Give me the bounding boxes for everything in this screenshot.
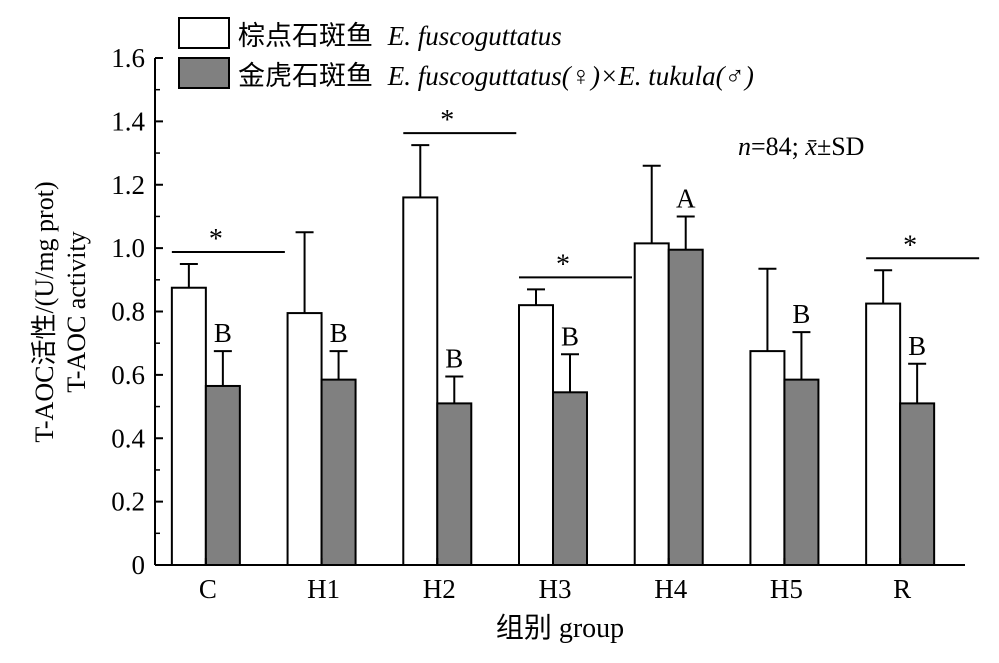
y-axis-title-line2: T-AOC activity bbox=[62, 231, 91, 393]
y-tick-label: 1.2 bbox=[111, 170, 145, 200]
x-ticks: C H1 H2 H3 H4 H5 R bbox=[199, 558, 911, 604]
y-tick-label: 0.8 bbox=[111, 297, 145, 327]
group-letter: B bbox=[561, 321, 579, 351]
y-tick-label: 0 bbox=[132, 550, 146, 580]
y-ticks: 0 0.2 0.4 0.6 0.8 1.0 1.2 1.4 1.6 bbox=[111, 43, 163, 580]
sample-n-label: n bbox=[738, 132, 751, 161]
x-tick-label: H1 bbox=[307, 574, 340, 604]
y-tick-label: 0.6 bbox=[111, 360, 145, 390]
bar-series-2 bbox=[552, 391, 588, 566]
sample-annotation: n=84; x̄±SD bbox=[738, 132, 864, 161]
y-tick-label: 1.6 bbox=[111, 43, 145, 73]
legend-label-series-1-cn: 棕点石斑鱼 bbox=[238, 21, 373, 51]
bar-series-2 bbox=[899, 402, 936, 566]
bar-series-1 bbox=[518, 304, 554, 566]
x-tick-label: H2 bbox=[423, 574, 456, 604]
legend-swatch-series-2 bbox=[178, 57, 230, 89]
legend: 棕点石斑鱼 E. fuscoguttatus 金虎石斑鱼 E. fuscogut… bbox=[178, 17, 754, 91]
group-letter: A bbox=[676, 183, 696, 213]
significance-mark: * bbox=[556, 249, 570, 280]
legend-label-series-2-latin: E. fuscoguttatus(♀)×E. tukula(♂) bbox=[387, 61, 754, 91]
group-letter: B bbox=[908, 331, 926, 361]
bar-series-1 bbox=[749, 350, 786, 566]
bar-series-1 bbox=[286, 312, 323, 566]
group-letter: B bbox=[214, 318, 232, 348]
group-letter: B bbox=[445, 343, 463, 373]
mean-symbol: x̄ bbox=[804, 132, 817, 161]
significance-mark: * bbox=[440, 105, 454, 136]
legend-label-series-1: 棕点石斑鱼 E. fuscoguttatus bbox=[238, 21, 562, 51]
sd-label: ±SD bbox=[817, 132, 865, 161]
significance-mark: * bbox=[209, 224, 223, 255]
bar-series-1 bbox=[402, 196, 439, 567]
x-tick-label: H4 bbox=[654, 574, 687, 604]
bar-series-2 bbox=[783, 378, 820, 566]
legend-swatch-series-1 bbox=[178, 17, 230, 49]
group-letter: B bbox=[330, 318, 348, 348]
y-tick-label: 1.0 bbox=[111, 233, 145, 263]
x-tick-label: R bbox=[893, 574, 911, 604]
legend-label-series-2: 金虎石斑鱼 E. fuscoguttatus(♀)×E. tukula(♂) bbox=[238, 61, 754, 91]
bar-series-2 bbox=[204, 384, 241, 567]
sample-n-value: =84; bbox=[751, 132, 805, 161]
bar-series-1 bbox=[633, 242, 670, 566]
y-axis-title-line1: T-AOC活性/(U/mg prot) bbox=[30, 181, 59, 442]
legend-label-series-2-cn: 金虎石斑鱼 bbox=[238, 61, 373, 91]
x-tick-label: C bbox=[199, 574, 217, 604]
legend-label-series-1-latin: E. fuscoguttatus bbox=[387, 21, 562, 51]
bar-series-1 bbox=[865, 302, 902, 566]
y-tick-label: 0.2 bbox=[111, 487, 145, 517]
x-tick-label: H5 bbox=[770, 574, 803, 604]
bars: B * B B * B * A B B * bbox=[170, 105, 980, 567]
bar-series-2 bbox=[436, 402, 473, 566]
significance-mark: * bbox=[903, 230, 917, 261]
group-letter: B bbox=[792, 299, 810, 329]
bar-series-2 bbox=[320, 378, 357, 566]
y-tick-label: 1.4 bbox=[111, 106, 145, 136]
bar-series-2 bbox=[667, 248, 704, 566]
y-tick-label: 0.4 bbox=[111, 423, 145, 453]
bar-series-1 bbox=[170, 286, 207, 566]
x-axis-title: 组别 group bbox=[496, 612, 624, 644]
x-tick-label: H3 bbox=[539, 574, 572, 604]
